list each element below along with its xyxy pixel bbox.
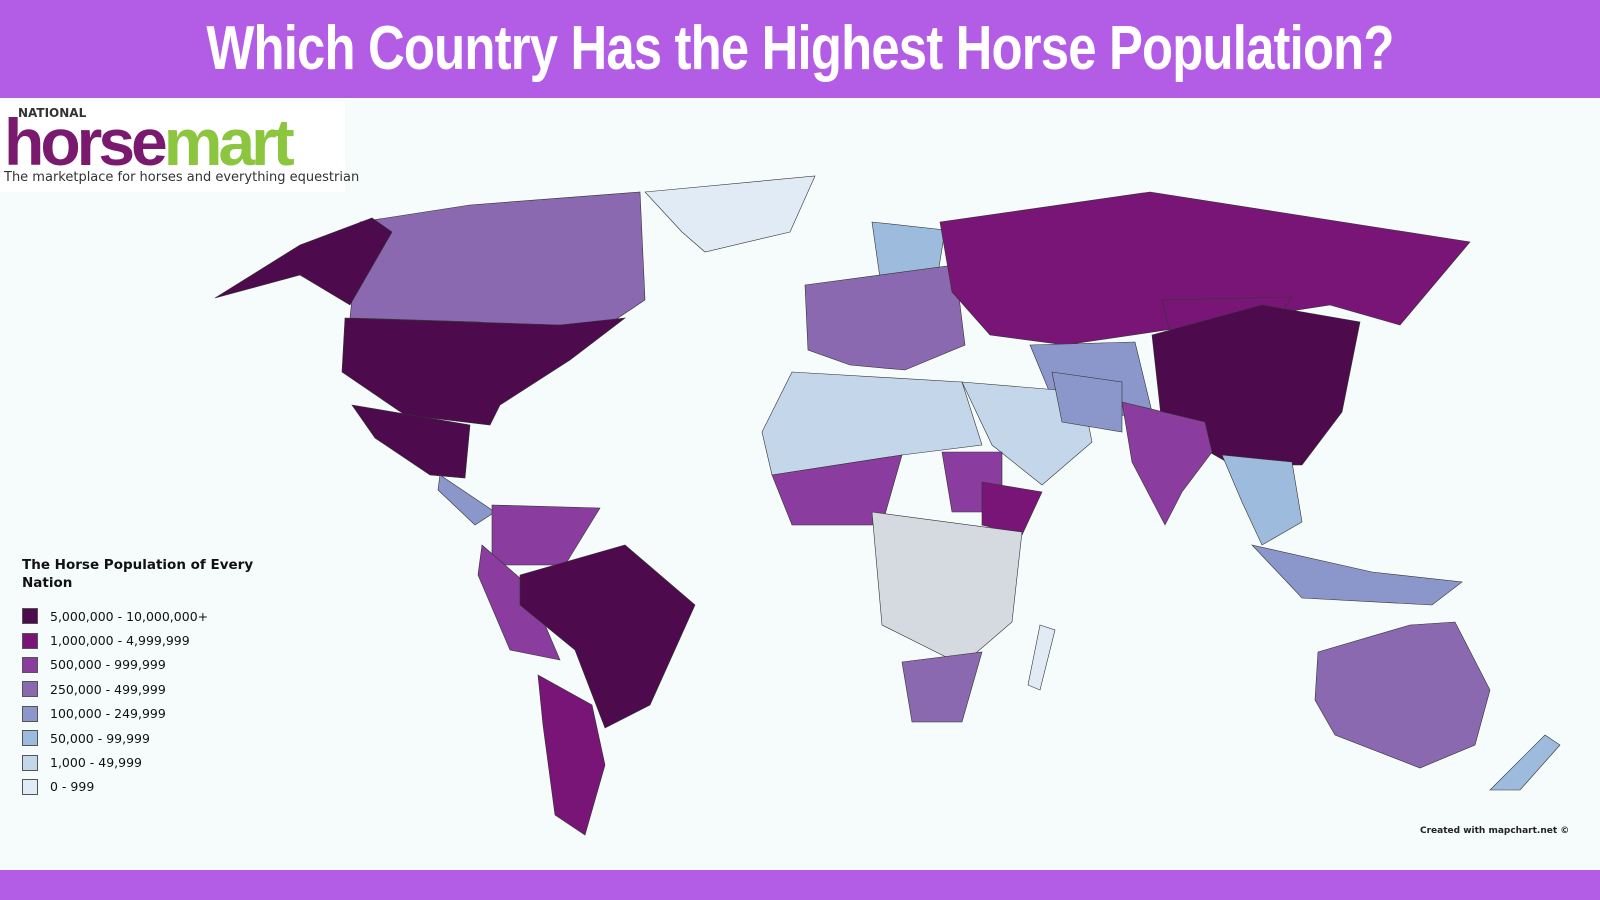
legend-rows: 5,000,000 - 10,000,000+ 1,000,000 - 4,999… — [22, 604, 262, 799]
europe — [804, 264, 966, 371]
legend-item: 250,000 - 499,999 — [22, 677, 262, 701]
australia — [1314, 621, 1491, 769]
countries — [214, 175, 1561, 836]
legend-swatch — [22, 632, 38, 649]
legend-item: 0 - 999 — [22, 775, 262, 799]
southern-africa — [901, 651, 983, 723]
legend-label: 250,000 - 499,999 — [50, 681, 166, 697]
central-africa — [871, 511, 1023, 666]
alaska — [214, 217, 393, 306]
legend-item: 5,000,000 - 10,000,000+ — [22, 604, 262, 628]
legend-item: 100,000 - 249,999 — [22, 702, 262, 726]
legend-label: 100,000 - 249,999 — [50, 706, 166, 722]
footer-bar — [0, 870, 1600, 900]
iran — [1051, 371, 1123, 433]
logo: NATIONAL horsemart The marketplace for h… — [0, 102, 359, 192]
logo-top: NATIONAL — [18, 106, 87, 120]
central-america — [437, 474, 496, 526]
legend-swatch — [22, 730, 38, 747]
legend-label: 500,000 - 999,999 — [50, 657, 166, 673]
logo-word1: horse — [4, 105, 168, 179]
brazil — [519, 544, 696, 729]
legend: The Horse Population of Every Nation 5,0… — [22, 556, 262, 799]
greenland — [644, 175, 816, 253]
legend-label: 1,000 - 49,999 — [50, 755, 142, 771]
mexico — [351, 404, 471, 479]
legend-swatch — [22, 608, 38, 625]
colombia-venezuela — [491, 504, 601, 566]
legend-swatch — [22, 681, 38, 698]
legend-swatch — [22, 754, 38, 771]
title-bar: Which Country Has the Highest Horse Popu… — [0, 0, 1600, 98]
ethiopia — [981, 481, 1043, 536]
credit: Created with mapchart.net © — [1420, 826, 1570, 836]
legend-label: 0 - 999 — [50, 779, 95, 795]
usa — [341, 317, 627, 426]
legend-item: 1,000 - 49,999 — [22, 750, 262, 774]
logo-word: horsemart — [4, 104, 295, 180]
legend-label: 1,000,000 - 4,999,999 — [50, 633, 190, 649]
logo-tagline: The marketplace for horses and everythin… — [4, 170, 360, 185]
logo-word2: mart — [163, 105, 295, 179]
legend-swatch — [22, 705, 38, 722]
legend-swatch — [22, 656, 38, 673]
legend-label: 50,000 - 99,999 — [50, 730, 150, 746]
new-zealand — [1489, 734, 1561, 791]
title: Which Country Has the Highest Horse Popu… — [206, 14, 1394, 83]
legend-label: 5,000,000 - 10,000,000+ — [50, 608, 209, 624]
india — [1121, 401, 1213, 526]
madagascar — [1027, 624, 1056, 691]
legend-item: 1,000,000 - 4,999,999 — [22, 628, 262, 652]
legend-item: 500,000 - 999,999 — [22, 653, 262, 677]
legend-swatch — [22, 778, 38, 795]
legend-item: 50,000 - 99,999 — [22, 726, 262, 750]
southeast-asia — [1221, 454, 1303, 546]
argentina — [537, 674, 606, 836]
indonesia — [1251, 544, 1463, 606]
legend-title: The Horse Population of Every Nation — [22, 557, 254, 591]
